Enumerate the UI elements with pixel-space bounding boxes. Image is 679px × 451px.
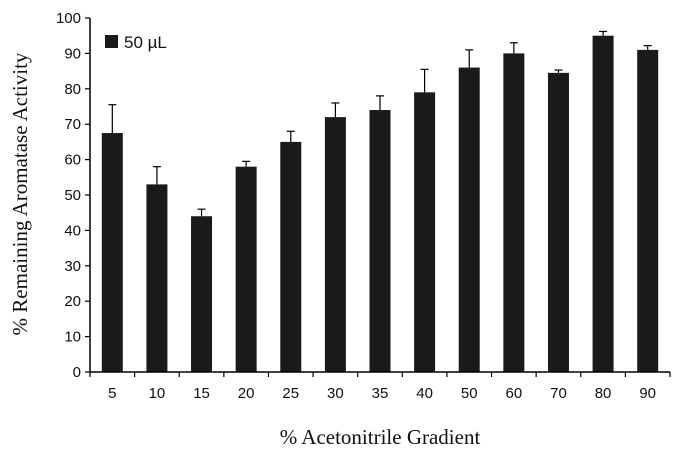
bar xyxy=(458,67,480,372)
x-tick-label: 60 xyxy=(506,385,523,402)
x-tick-label: 90 xyxy=(639,385,656,402)
y-tick-label: 70 xyxy=(64,116,81,133)
x-tick-label: 25 xyxy=(282,385,299,402)
y-tick-label: 0 xyxy=(73,364,81,381)
bar xyxy=(146,184,168,372)
bar xyxy=(280,141,302,372)
y-tick-label: 10 xyxy=(64,329,81,346)
y-axis-ticks: 0 10 20 30 40 50 60 70 80 90 100 xyxy=(56,10,90,381)
x-tick-label: 70 xyxy=(550,385,567,402)
y-tick-label: 50 xyxy=(64,187,81,204)
x-axis-title: % Acetonitrile Gradient xyxy=(280,425,481,449)
bar xyxy=(503,53,525,373)
legend-label: 50 µL xyxy=(124,33,167,52)
bar xyxy=(101,133,123,372)
x-tick-label: 5 xyxy=(108,385,116,402)
legend: 50 µL xyxy=(105,33,167,52)
bar xyxy=(324,117,346,373)
bar xyxy=(414,92,436,372)
y-tick-label: 100 xyxy=(56,10,81,27)
y-tick-label: 60 xyxy=(64,152,81,169)
bar xyxy=(235,166,257,372)
x-tick-label: 30 xyxy=(327,385,344,402)
y-tick-label: 30 xyxy=(64,258,81,275)
bar xyxy=(369,110,391,372)
bar xyxy=(637,49,659,373)
x-tick-label: 20 xyxy=(238,385,255,402)
bar xyxy=(592,35,614,372)
x-tick-label: 50 xyxy=(461,385,478,402)
x-tick-label: 15 xyxy=(193,385,210,402)
x-axis-ticks: 5 10 15 20 25 30 35 40 50 60 70 80 90 xyxy=(89,372,671,402)
legend-swatch xyxy=(105,35,118,48)
y-tick-label: 20 xyxy=(64,293,81,310)
x-tick-label: 80 xyxy=(595,385,612,402)
bars xyxy=(101,35,659,373)
y-tick-label: 80 xyxy=(64,81,81,98)
x-tick-label: 35 xyxy=(372,385,389,402)
x-tick-label: 10 xyxy=(149,385,166,402)
y-axis-title: % Remaining Aromatase Activity xyxy=(8,52,32,335)
y-tick-label: 40 xyxy=(64,222,81,239)
x-tick-label: 40 xyxy=(416,385,433,402)
bar xyxy=(547,72,569,373)
error-bars xyxy=(108,30,652,217)
y-tick-label: 90 xyxy=(64,45,81,62)
bar xyxy=(191,216,213,372)
